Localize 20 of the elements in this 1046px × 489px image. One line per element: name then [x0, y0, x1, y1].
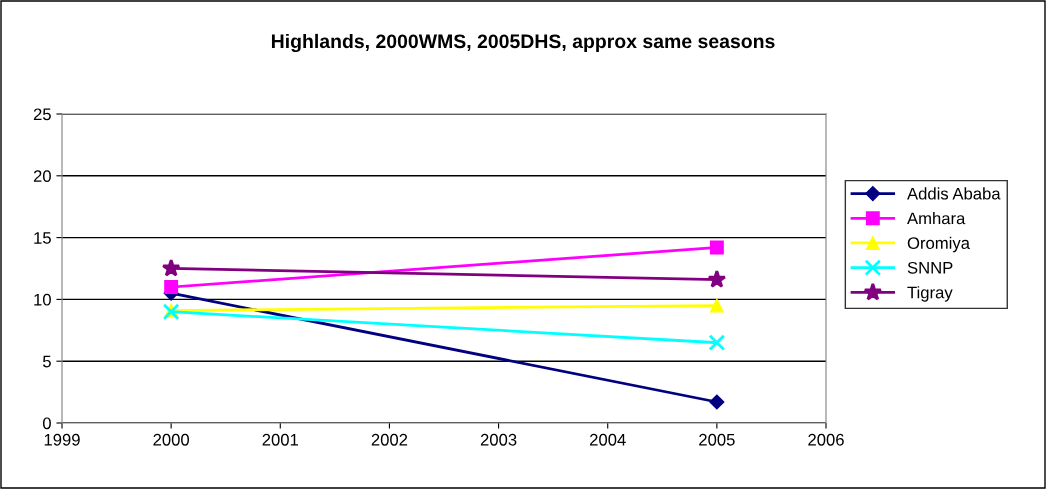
- y-tick-label: 20: [33, 170, 51, 182]
- x-tick-label: 2001: [262, 433, 299, 446]
- x-tick-label: 2003: [480, 433, 517, 446]
- x-tick-label: 2004: [590, 433, 626, 446]
- x-tick-label: 2000: [153, 433, 190, 446]
- chart-title: Highlands, 2000WMS, 2005DHS, approx same seasons: [271, 33, 775, 53]
- legend-label: Tigray: [907, 286, 953, 302]
- legend-label: Addis Ababa: [907, 187, 1001, 200]
- x-tick-label: 1999: [44, 433, 80, 446]
- y-tick-label: 10: [34, 293, 51, 306]
- legend-label: Oromiya: [907, 236, 970, 253]
- y-tick-label: 5: [42, 355, 51, 368]
- x-tick-label: 2005: [699, 433, 735, 446]
- legend-label: SNNP: [907, 261, 953, 274]
- y-tick-label: 15: [34, 232, 51, 244]
- x-tick-label: 2006: [808, 433, 844, 446]
- x-tick-label: 2002: [371, 433, 408, 446]
- y-tick-label: 25: [33, 108, 51, 121]
- y-tick-label: 0: [42, 417, 51, 430]
- legend-label: Amhara: [907, 212, 966, 225]
